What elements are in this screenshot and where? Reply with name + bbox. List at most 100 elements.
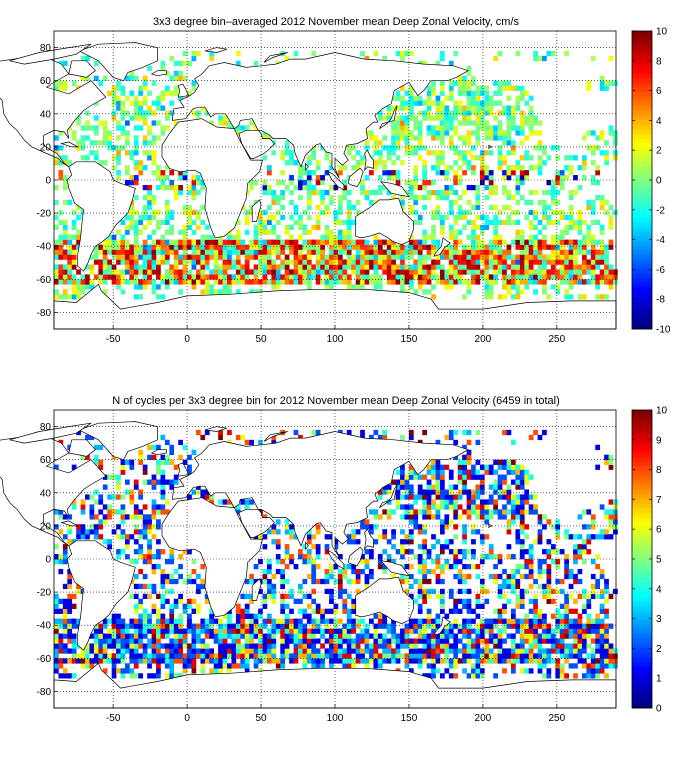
bin-cell <box>351 534 357 540</box>
bin-cell <box>76 204 81 211</box>
bin-cell <box>275 539 281 545</box>
bin-cell <box>169 578 175 585</box>
bin-cell <box>218 274 223 280</box>
bin-cell <box>431 633 436 639</box>
bin-cell <box>280 603 286 609</box>
bin-cell <box>253 229 259 235</box>
novaya-zemlya-coastline <box>263 52 288 63</box>
bin-cell <box>448 279 454 285</box>
bin-cell <box>262 180 268 186</box>
bin-cell <box>422 643 427 649</box>
bin-cell <box>346 613 352 619</box>
bin-cell <box>404 623 410 629</box>
bin-cell <box>320 189 325 196</box>
bin-cell <box>351 155 357 161</box>
bin-cell <box>488 509 494 515</box>
bin-cell <box>369 279 374 285</box>
bin-cell <box>89 648 95 654</box>
bin-cell <box>142 249 148 255</box>
bin-cell <box>311 618 317 624</box>
bin-cell <box>533 145 538 151</box>
bin-cell <box>595 613 601 619</box>
bin-cell <box>284 618 290 624</box>
colorbar-segment <box>632 96 652 102</box>
bin-cell <box>315 189 321 196</box>
bin-cell <box>493 244 498 250</box>
bin-cell <box>493 658 498 664</box>
bin-cell <box>71 249 77 255</box>
bin-cell <box>280 593 286 600</box>
bin-cell <box>244 125 250 131</box>
bin-cell <box>577 638 583 644</box>
bin-cell <box>435 95 441 101</box>
bin-cell <box>506 219 512 225</box>
bin-cell <box>329 568 334 575</box>
bin-cell <box>191 244 197 250</box>
bin-cell <box>133 180 139 186</box>
bin-cell <box>191 633 197 639</box>
bin-cell <box>510 85 516 91</box>
bin-cell <box>302 643 308 649</box>
bin-cell <box>369 643 374 649</box>
bin-cell <box>151 194 157 201</box>
bin-cell <box>147 524 152 530</box>
bin-cell <box>120 643 126 649</box>
bin-cell <box>80 279 86 285</box>
bin-cell <box>293 264 299 270</box>
bin-cell <box>275 623 281 629</box>
bin-cell <box>133 175 139 181</box>
bin-cell <box>138 90 144 96</box>
bin-cell <box>537 249 543 255</box>
bin-cell <box>440 474 445 480</box>
bin-cell <box>413 239 419 245</box>
bin-cell <box>302 170 308 176</box>
bin-cell <box>187 549 192 555</box>
bin-cell <box>493 479 498 485</box>
bin-cell <box>590 524 596 530</box>
bin-cell <box>408 519 414 525</box>
bin-cell <box>382 484 388 490</box>
bin-cell <box>542 145 547 151</box>
bin-cell <box>435 165 441 171</box>
bin-cell <box>266 559 272 565</box>
bin-cell <box>435 125 441 131</box>
bin-cell <box>89 643 95 649</box>
bin-cell <box>244 504 250 510</box>
bin-cell <box>457 165 463 171</box>
bin-cell <box>147 150 152 156</box>
bin-cell <box>258 623 263 629</box>
bin-cell <box>502 184 507 191</box>
bin-cell <box>524 613 530 619</box>
bin-cell <box>342 249 348 255</box>
bin-cell <box>542 568 547 575</box>
bin-cell <box>608 534 614 540</box>
bin-cell <box>302 254 308 260</box>
bin-cell <box>302 229 308 235</box>
bin-cell <box>280 583 286 590</box>
bin-cell <box>431 544 436 550</box>
bin-cell <box>76 284 81 290</box>
bin-cell <box>178 75 183 81</box>
colorbar-segment <box>632 110 652 116</box>
bin-cell <box>249 120 254 126</box>
bin-cell <box>604 514 609 520</box>
bin-cell <box>519 95 525 101</box>
bin-cell <box>510 494 516 500</box>
bin-cell <box>173 603 179 609</box>
bin-cell <box>422 279 427 285</box>
bin-cell <box>284 184 290 191</box>
bin-cell <box>138 623 144 629</box>
bin-cell <box>475 613 481 619</box>
bin-cell <box>408 209 414 216</box>
bin-cell <box>315 279 321 285</box>
bin-cell <box>302 653 308 659</box>
bin-cell <box>80 145 86 151</box>
bin-cell <box>209 284 215 290</box>
bin-cell <box>102 643 108 649</box>
bin-cell <box>160 573 166 580</box>
bin-cell <box>160 484 166 490</box>
bin-cell <box>160 125 166 131</box>
bin-cell <box>528 494 534 500</box>
bin-cell <box>169 628 175 634</box>
bin-cell <box>280 279 286 285</box>
